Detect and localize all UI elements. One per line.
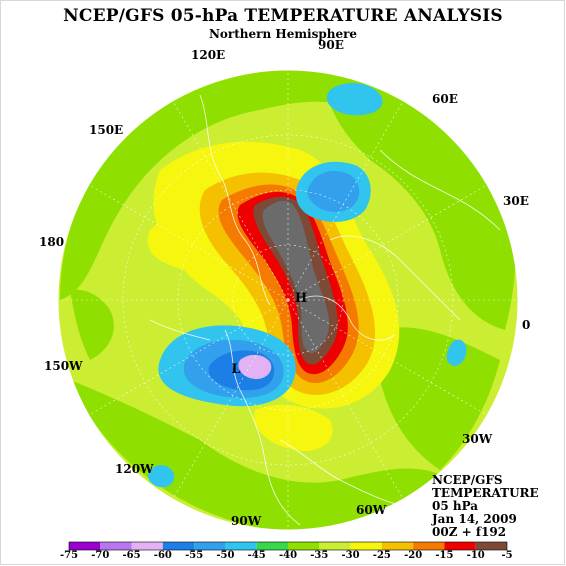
colorbar-label: -15 — [435, 550, 454, 561]
lon-label-30e: 30E — [503, 194, 529, 208]
colorbar-swatch — [131, 542, 163, 550]
colorbar-swatch — [444, 542, 476, 550]
lon-label-60w: 60W — [356, 503, 387, 517]
colorbar — [68, 541, 508, 551]
colorbar-label: -35 — [310, 550, 329, 561]
colorbar-label: -20 — [404, 550, 423, 561]
field-blue-patch-north — [326, 83, 383, 116]
colorbar-swatch — [319, 542, 351, 550]
coastlines — [149, 94, 501, 526]
high-marker: H — [295, 291, 307, 306]
field-yellow-west — [147, 217, 218, 271]
colorbar-swatch — [162, 542, 195, 550]
graticule — [58, 70, 518, 530]
lon-label-90w: 90W — [231, 514, 262, 528]
colorbar-outline — [68, 541, 508, 551]
info-source: NCEP/GFS — [432, 473, 503, 487]
colorbar-swatch — [69, 542, 101, 550]
field-blue-patch-east — [446, 339, 467, 366]
map-subtitle: Northern Hemisphere — [208, 27, 358, 41]
colorbar-swatch — [381, 542, 414, 550]
colorbar-swatch — [475, 542, 507, 550]
field-cold-spot-inner — [307, 170, 360, 212]
colorbar-swatch — [350, 542, 382, 550]
lon-label-60e: 60E — [432, 92, 458, 106]
info-forecast: 00Z + f192 — [432, 525, 507, 539]
lon-label-30w: 30W — [462, 432, 493, 446]
map-title: NCEP/GFS 05-hPa TEMPERATURE ANALYSIS — [63, 6, 503, 26]
colorbar-label: -75 — [59, 550, 79, 561]
lon-label-150w: 150W — [44, 359, 83, 373]
colorbar-swatch — [256, 542, 288, 550]
info-variable: TEMPERATURE — [432, 486, 539, 500]
info-level: 05 hPa — [432, 499, 479, 513]
lon-label-90e: 90E — [318, 38, 344, 52]
colorbar-swatch — [225, 542, 257, 550]
field-green-south — [70, 380, 450, 530]
field-green-east — [320, 70, 516, 330]
colorbar-swatch — [288, 542, 320, 550]
info-date: Jan 14, 2009 — [432, 512, 517, 526]
field-green-north — [60, 70, 470, 300]
colorbar-label: -55 — [185, 550, 204, 561]
colorbar-label: -65 — [122, 550, 141, 561]
colorbar-label: -25 — [372, 550, 391, 561]
colorbar-label: -10 — [466, 550, 485, 561]
temperature-field — [58, 70, 518, 530]
colorbar-label: -50 — [216, 550, 235, 561]
colorbar-swatch — [100, 542, 132, 550]
colorbar-swatch — [194, 542, 226, 550]
lon-label-150e: 150E — [89, 123, 124, 137]
colorbar-label: -30 — [341, 550, 360, 561]
field-green-southeast — [380, 327, 500, 470]
colorbar-swatch — [413, 542, 445, 550]
map-border — [57, 69, 519, 531]
lon-label-0: 0 — [522, 318, 531, 332]
lon-label-120e: 120E — [191, 48, 226, 62]
lon-label-180: 180 — [39, 235, 65, 249]
colorbar-label: -40 — [278, 550, 298, 561]
info-block: NCEP/GFS TEMPERATURE 05 hPa Jan 14, 2009… — [432, 474, 539, 539]
field-gray-core — [262, 200, 330, 354]
field-blue-patch-south — [148, 465, 175, 488]
colorbar-label: -5 — [501, 550, 513, 561]
low-marker: L — [231, 362, 240, 377]
field-cold-pool-core — [238, 354, 272, 380]
field-green-west — [70, 289, 114, 360]
colorbar-label: -70 — [91, 550, 110, 561]
colorbar-label: -60 — [153, 550, 172, 561]
lon-label-120w: 120W — [115, 462, 154, 476]
colorbar-label: -45 — [247, 550, 266, 561]
field-yellow-south — [254, 404, 333, 451]
